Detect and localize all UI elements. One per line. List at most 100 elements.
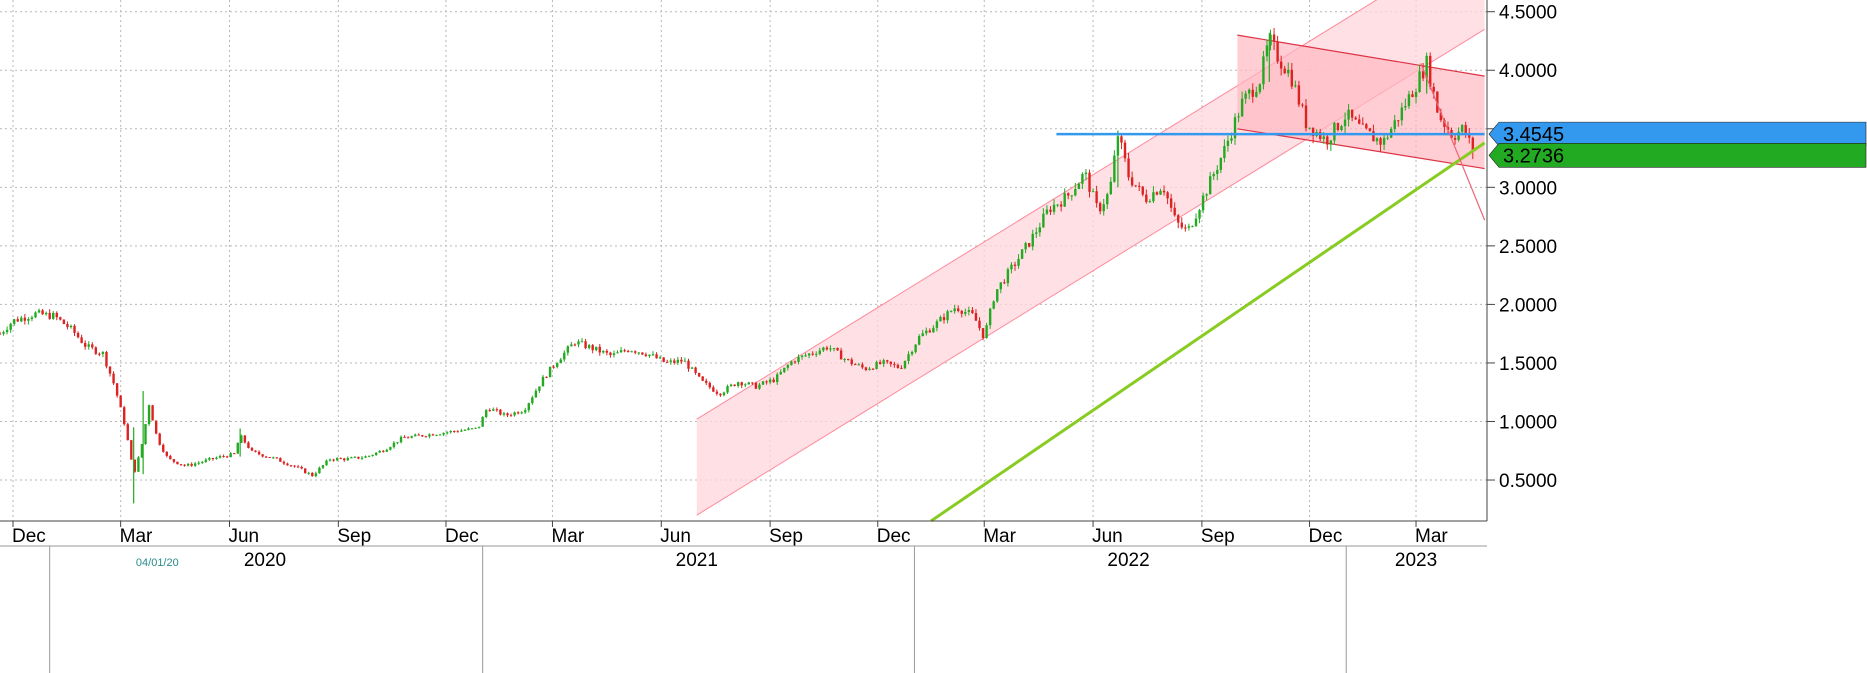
x-tick-label: Jun	[1092, 526, 1123, 547]
candle-body	[1130, 177, 1134, 186]
candle-body	[1024, 243, 1027, 250]
candle-body	[981, 328, 985, 338]
candle-body	[598, 346, 601, 353]
candle-body	[836, 348, 839, 351]
candle-body	[1027, 243, 1031, 247]
candle-body	[321, 465, 325, 468]
candle-body	[793, 361, 797, 363]
chart-grid	[0, 0, 1487, 521]
candle-body	[563, 352, 566, 360]
candle-body	[169, 455, 172, 460]
candle-body	[637, 352, 641, 354]
candle-body	[225, 456, 229, 458]
candle-body	[229, 453, 232, 458]
candle-body	[9, 323, 12, 330]
y-tick-label: 2.5000	[1499, 237, 1557, 258]
candle-body	[967, 310, 971, 312]
candle-body	[1397, 120, 1400, 122]
candle-body	[311, 472, 314, 477]
candle-body	[66, 323, 69, 328]
candle-body	[790, 361, 793, 366]
price-series	[0, 28, 1475, 504]
candle-body	[87, 344, 90, 347]
candle-body	[761, 381, 765, 385]
x-tick-label: Dec	[877, 526, 911, 547]
candle-body	[886, 360, 889, 362]
candle-body	[839, 350, 843, 360]
candle-body	[1301, 104, 1304, 106]
candle-body	[1414, 91, 1418, 98]
candle-body	[20, 317, 23, 322]
candle-body	[1063, 193, 1066, 207]
candle-body	[786, 365, 790, 368]
candle-body	[1375, 138, 1379, 142]
candle-body	[133, 459, 137, 472]
candle-body	[964, 311, 967, 314]
candle-body	[634, 351, 637, 353]
candle-body	[91, 344, 94, 348]
candle-body	[1358, 119, 1361, 124]
candle-body	[626, 350, 630, 352]
candle-body	[1102, 204, 1105, 212]
candle-body	[609, 352, 612, 356]
candle-body	[1308, 127, 1311, 129]
candle-body	[719, 393, 722, 396]
candle-body	[832, 348, 836, 350]
candle-body	[957, 308, 960, 311]
candle-body	[1191, 226, 1194, 228]
candle-body	[1287, 69, 1290, 74]
candle-body	[818, 350, 822, 354]
candle-body	[23, 317, 27, 321]
candle-body	[524, 410, 527, 413]
candle-body	[325, 460, 328, 466]
candle-body	[218, 456, 222, 458]
candle-body	[1379, 138, 1382, 145]
candle-body	[73, 325, 76, 333]
candle-body	[736, 382, 740, 386]
candle-body	[1067, 193, 1070, 196]
candle-body	[211, 458, 215, 460]
candle-body	[350, 457, 353, 459]
candle-body	[1464, 125, 1467, 136]
candle-body	[1237, 116, 1240, 118]
candle-body	[215, 457, 218, 460]
candle-body	[474, 427, 477, 429]
candle-body	[744, 384, 747, 386]
candle-body	[868, 368, 871, 371]
candle-body	[183, 464, 186, 466]
x-tick-label: Mar	[1415, 526, 1448, 547]
candle-body	[382, 450, 385, 452]
x-tick-label: Jun	[660, 526, 691, 547]
candle-body	[1248, 89, 1251, 94]
x-year-label: 2022	[1107, 550, 1149, 571]
candle-body	[1283, 68, 1286, 74]
candle-body	[935, 321, 939, 328]
candle-body	[101, 351, 105, 354]
candle-body	[126, 424, 129, 441]
candle-body	[1354, 117, 1357, 120]
candle-body	[1471, 137, 1475, 153]
candle-body	[424, 436, 428, 438]
candle-body	[1123, 142, 1127, 159]
candle-body	[641, 352, 644, 355]
candle-body	[829, 348, 832, 350]
candle-body	[651, 354, 655, 356]
candle-body	[513, 412, 516, 416]
candle-body	[644, 354, 648, 356]
candle-body	[726, 386, 729, 393]
candle-body	[690, 367, 694, 369]
candle-body	[247, 442, 250, 448]
candle-body	[27, 319, 30, 321]
candle-body	[208, 458, 211, 460]
candle-body	[1457, 131, 1460, 140]
candle-body	[570, 344, 573, 347]
candle-body	[41, 310, 44, 315]
candle-body	[62, 319, 66, 324]
candle-body	[1319, 131, 1322, 140]
candle-body	[123, 407, 126, 425]
candle-body	[5, 329, 9, 333]
candle-body	[1421, 71, 1425, 79]
candle-body	[648, 354, 651, 356]
candle-body	[1180, 222, 1183, 228]
candle-body	[655, 354, 658, 359]
